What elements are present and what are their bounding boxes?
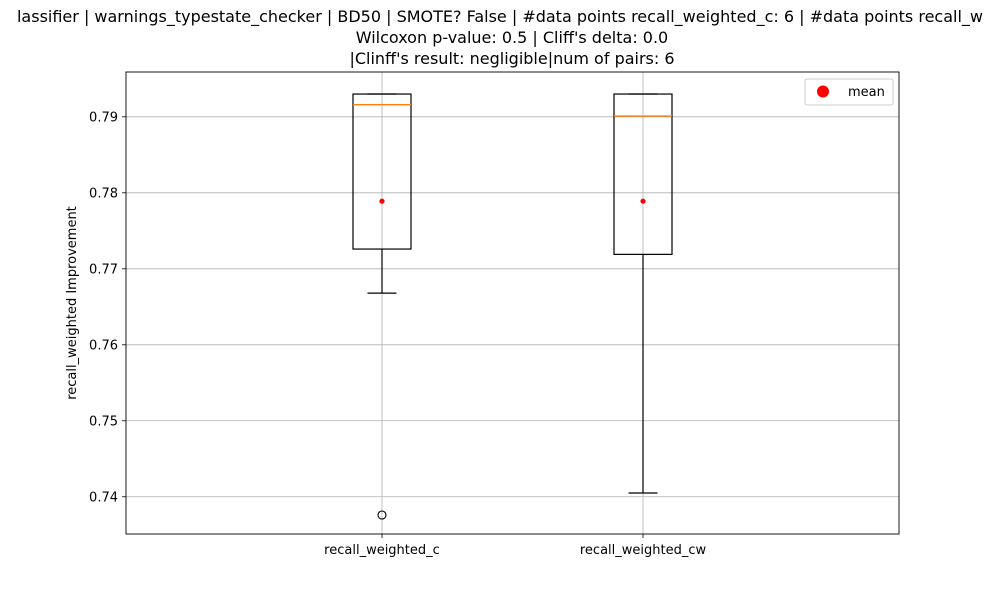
legend-frame — [804, 78, 894, 106]
title-line-1: lassifier | warnings_typestate_checker |… — [17, 7, 983, 27]
y-axis-label: recall_weighted Improvement — [65, 206, 80, 400]
legend: mean — [804, 78, 894, 106]
y-tick-label: 0.75 — [89, 414, 118, 429]
y-tick-label: 0.74 — [89, 490, 118, 505]
box-recall_weighted_cw — [613, 93, 673, 494]
iqr-box — [613, 93, 673, 255]
x-tick-label: recall_weighted_cw — [580, 543, 707, 558]
plot-frame — [125, 71, 900, 535]
mean-marker — [379, 198, 385, 204]
x-tick-label: recall_weighted_c — [324, 543, 440, 558]
y-tick-label: 0.76 — [89, 338, 118, 353]
mean-marker — [640, 198, 646, 204]
title-line-3: |Clinff's result: negligible|num of pair… — [349, 49, 674, 68]
box-elements — [352, 93, 673, 520]
y-tick-label: 0.79 — [89, 110, 118, 125]
legend-mean-marker — [817, 85, 829, 98]
y-tick-label: 0.78 — [89, 186, 118, 201]
chart-title: lassifier | warnings_typestate_checker |… — [17, 7, 983, 68]
title-line-2: Wilcoxon p-value: 0.5 | Cliff's delta: 0… — [356, 28, 668, 47]
outlier-point — [377, 510, 387, 520]
y-tick-label: 0.77 — [89, 262, 118, 277]
box-recall_weighted_c — [352, 93, 412, 520]
iqr-box — [352, 93, 412, 250]
legend-mean-label: mean — [848, 85, 885, 100]
axes: 0.74 0.75 0.76 0.77 0.78 0.79 recall_weighted_… — [89, 71, 900, 558]
grid-lines — [126, 72, 899, 534]
